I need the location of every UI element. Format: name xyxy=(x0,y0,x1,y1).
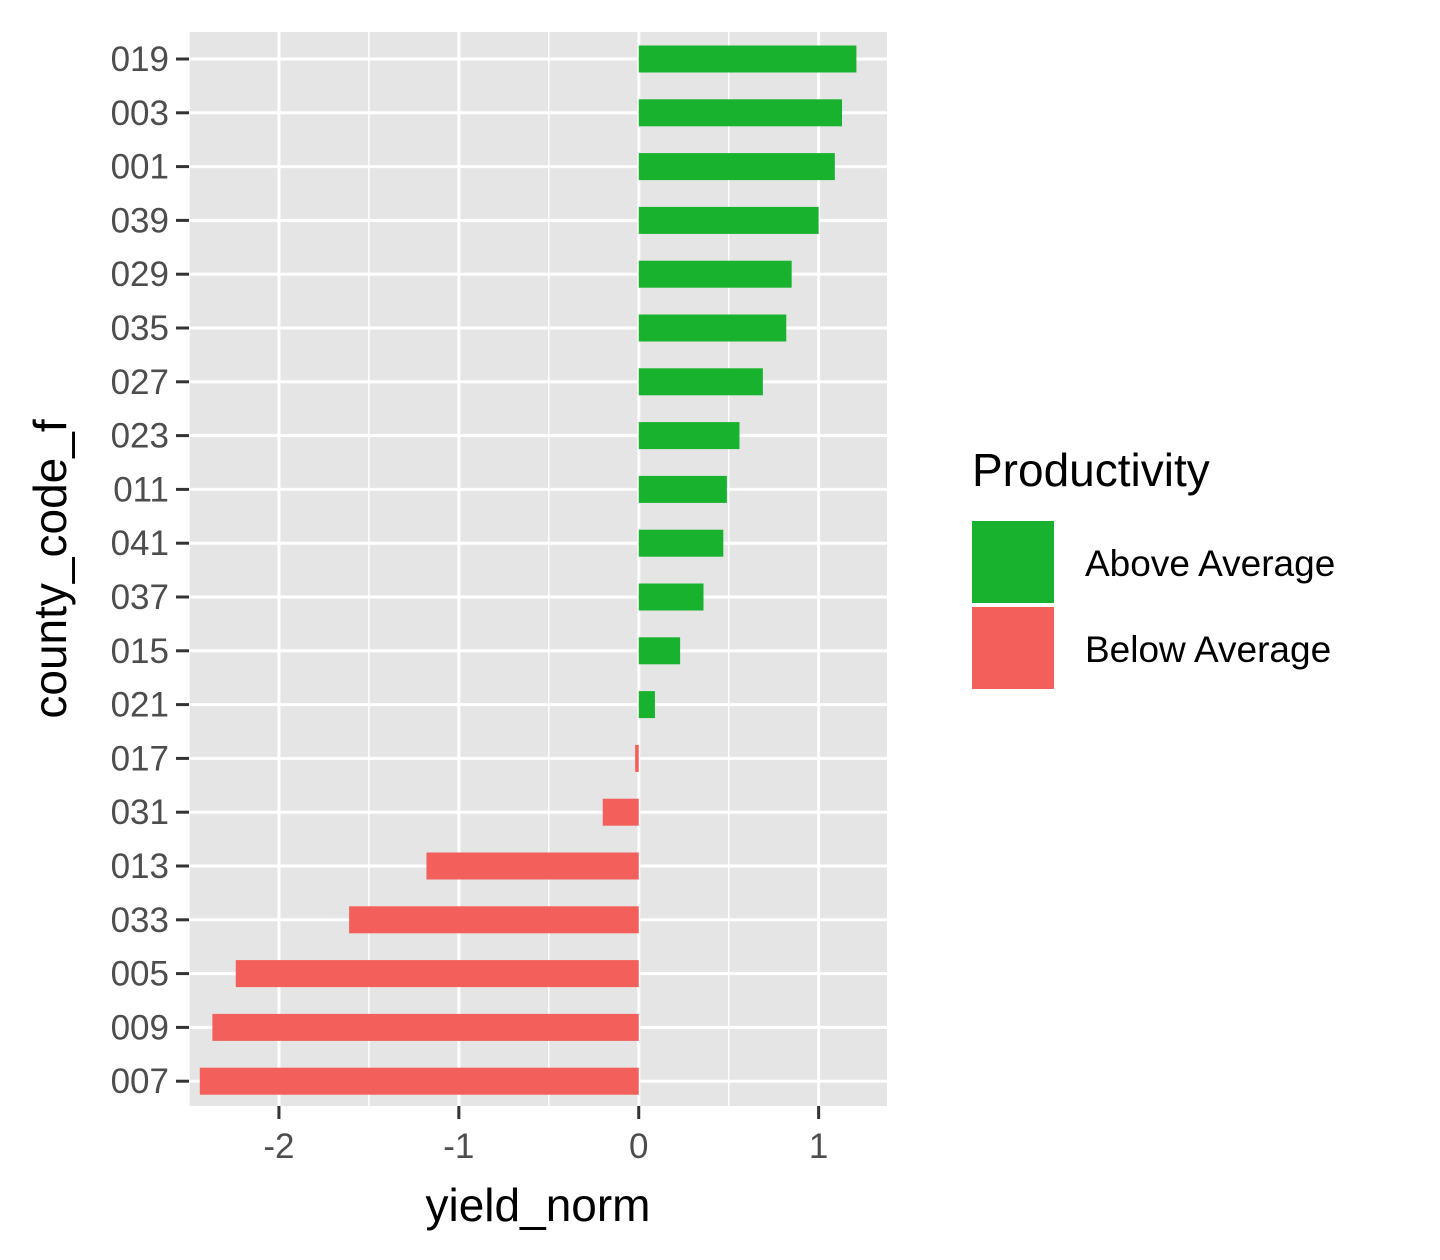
bar-015 xyxy=(638,637,681,665)
y-axis-title: county_code_f xyxy=(24,419,76,718)
legend: Productivity Above Average Below Average xyxy=(972,444,1335,689)
bar-011 xyxy=(638,475,727,503)
legend-title: Productivity xyxy=(972,444,1210,496)
bar-001 xyxy=(638,153,835,181)
x-tick-label: -2 xyxy=(263,1127,294,1166)
y-tick-label: 037 xyxy=(111,578,169,617)
y-tick-label: 019 xyxy=(111,40,169,79)
x-tick-label: -1 xyxy=(443,1127,474,1166)
y-tick-label: 023 xyxy=(111,417,169,456)
legend-label-below-average: Below Average xyxy=(1085,629,1331,670)
bar-021 xyxy=(638,691,655,719)
bar-027 xyxy=(638,368,763,396)
bar-007 xyxy=(199,1067,639,1095)
y-tick-label: 017 xyxy=(111,739,169,778)
bar-017 xyxy=(635,744,639,772)
y-tick-label: 005 xyxy=(111,955,169,994)
bar-009 xyxy=(212,1013,639,1041)
x-tick-label: 1 xyxy=(809,1127,828,1166)
plot-panel xyxy=(189,32,887,1106)
bar-041 xyxy=(638,529,724,557)
y-tick-label: 015 xyxy=(111,632,169,671)
x-tick-label: 0 xyxy=(629,1127,648,1166)
legend-swatch-below-average xyxy=(972,607,1054,689)
x-axis-title: yield_norm xyxy=(426,1179,651,1231)
bars xyxy=(199,45,857,1095)
y-tick-label: 031 xyxy=(111,793,169,832)
y-tick-label: 033 xyxy=(111,901,169,940)
legend-swatch-above-average xyxy=(972,521,1054,603)
bar-019 xyxy=(638,45,857,73)
y-axis: 019 003 001 039 029 035 027 023 011 041 037 015 021 0… xyxy=(111,40,189,1101)
y-tick-label: 011 xyxy=(113,470,169,509)
y-tick-label: 027 xyxy=(111,363,169,402)
y-tick-label: 035 xyxy=(111,309,169,348)
bar-029 xyxy=(638,260,792,288)
bar-031 xyxy=(602,798,639,826)
bar-023 xyxy=(638,422,740,450)
bar-037 xyxy=(638,583,704,611)
legend-label-above-average: Above Average xyxy=(1085,543,1335,584)
bar-035 xyxy=(638,314,787,342)
bar-033 xyxy=(349,906,639,934)
y-tick-label: 021 xyxy=(111,686,169,725)
bar-039 xyxy=(638,206,819,234)
x-axis: -2 -1 0 1 xyxy=(263,1106,828,1166)
y-tick-label: 009 xyxy=(111,1008,169,1047)
y-tick-label: 003 xyxy=(111,94,169,133)
bar-005 xyxy=(235,960,639,988)
y-tick-label: 013 xyxy=(111,847,169,886)
y-tick-label: 001 xyxy=(111,148,169,187)
y-tick-label: 029 xyxy=(111,255,169,294)
bar-003 xyxy=(638,99,843,127)
bar-013 xyxy=(426,852,639,880)
y-tick-label: 039 xyxy=(111,201,169,240)
y-tick-label: 007 xyxy=(111,1062,169,1101)
y-tick-label: 041 xyxy=(111,524,169,563)
